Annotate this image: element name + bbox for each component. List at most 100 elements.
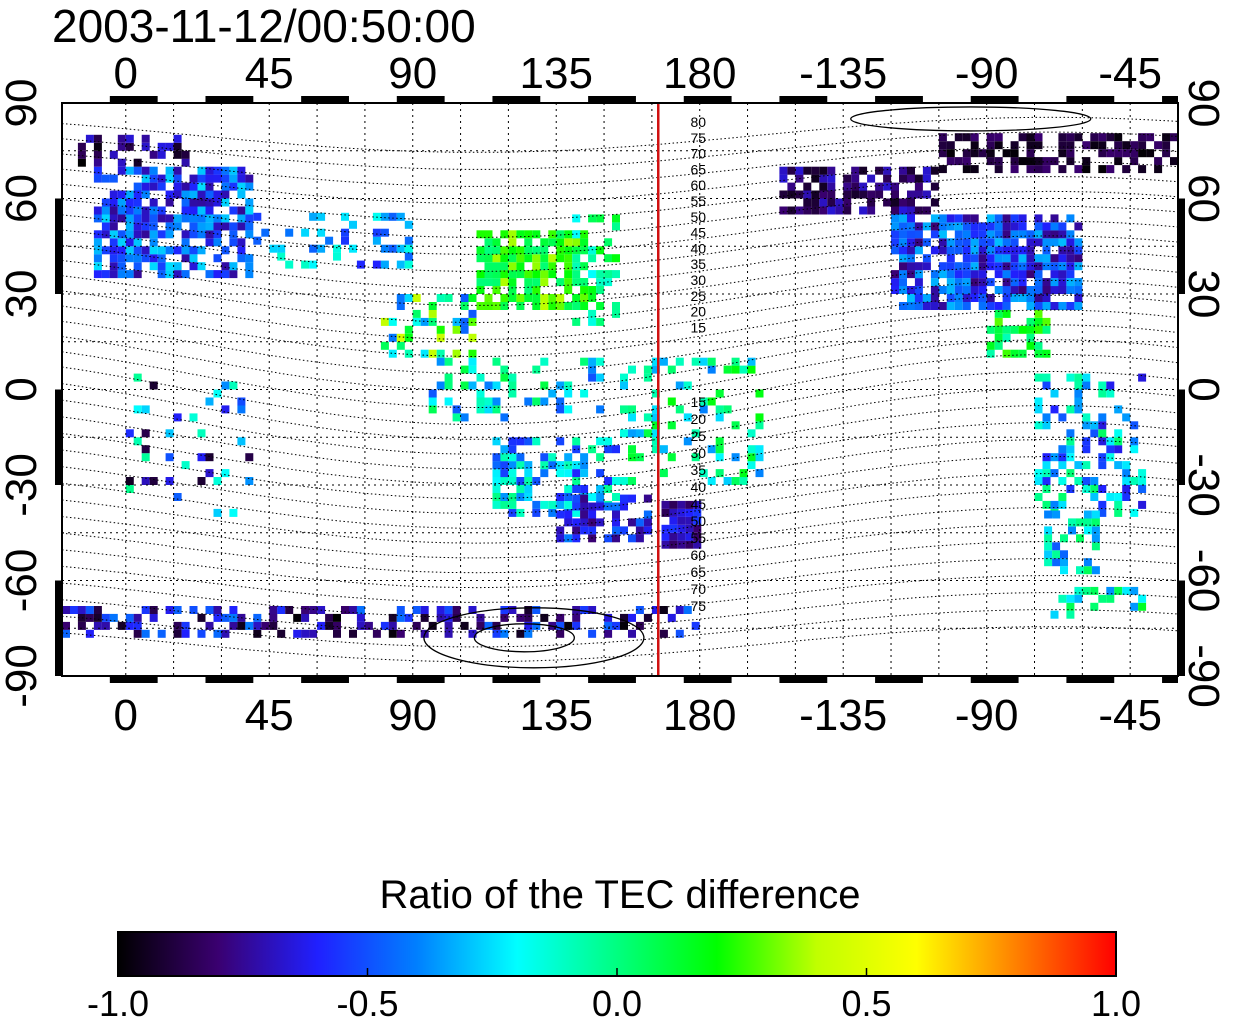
tec-cell bbox=[755, 389, 764, 398]
tec-cell bbox=[572, 518, 581, 527]
tec-cell bbox=[476, 302, 485, 310]
tec-cell bbox=[596, 373, 605, 382]
tec-cell bbox=[628, 534, 636, 543]
tec-cell bbox=[1130, 157, 1139, 166]
tec-cell bbox=[500, 606, 509, 614]
tec-cell bbox=[141, 445, 150, 454]
tec-cell bbox=[1122, 485, 1131, 493]
tec-cell bbox=[580, 286, 589, 294]
tec-cell bbox=[946, 254, 955, 263]
tec-cell bbox=[333, 252, 341, 261]
tec-cell bbox=[1042, 302, 1051, 310]
tec-cell bbox=[356, 613, 365, 622]
tec-cell bbox=[388, 621, 397, 630]
tec-cell bbox=[914, 246, 923, 255]
tec-cell bbox=[1074, 586, 1083, 595]
tec-cell bbox=[101, 206, 110, 215]
contour-line bbox=[61, 370, 1179, 440]
tec-cell bbox=[643, 510, 652, 519]
contour-line bbox=[61, 279, 1179, 341]
tec-cell bbox=[213, 606, 222, 614]
tec-cell bbox=[580, 606, 589, 614]
tec-cell bbox=[1170, 133, 1178, 142]
tec-cell bbox=[93, 262, 102, 271]
tec-cell bbox=[1010, 157, 1019, 166]
tec-cell bbox=[197, 429, 206, 438]
contour-label: 55 bbox=[690, 530, 706, 546]
tec-cell bbox=[693, 516, 702, 525]
tec-cell bbox=[412, 294, 421, 302]
frame-bar bbox=[779, 676, 828, 683]
tec-cell bbox=[1082, 141, 1091, 150]
tec-cell bbox=[1122, 477, 1131, 485]
tec-cell bbox=[245, 214, 254, 223]
tec-cell bbox=[1082, 586, 1091, 595]
tec-cell bbox=[1138, 594, 1147, 603]
frame-bar bbox=[55, 389, 62, 485]
tec-cell bbox=[197, 246, 206, 255]
tec-cell bbox=[994, 341, 1003, 350]
tec-cell bbox=[723, 405, 732, 414]
contour-line bbox=[61, 250, 1179, 306]
x-tick-bottom: 135 bbox=[520, 691, 593, 740]
tec-cell bbox=[149, 254, 158, 263]
tec-cell bbox=[572, 445, 581, 454]
tec-cell bbox=[109, 150, 118, 159]
tec-cell bbox=[907, 214, 915, 223]
tec-cell bbox=[1162, 149, 1171, 158]
tec-cell bbox=[125, 142, 134, 151]
tec-cell bbox=[1074, 594, 1083, 603]
tec-cell bbox=[1042, 469, 1051, 478]
tec-cell bbox=[1154, 141, 1163, 150]
tec-cell bbox=[930, 278, 939, 287]
tec-cell bbox=[572, 278, 581, 287]
tec-cell bbox=[588, 286, 597, 294]
tec-cell bbox=[117, 142, 126, 151]
tec-cell bbox=[564, 453, 573, 462]
tec-cell bbox=[723, 365, 732, 374]
tec-cell bbox=[125, 222, 134, 231]
tec-cell bbox=[524, 278, 533, 287]
tec-cell bbox=[484, 381, 493, 390]
tec-cell bbox=[404, 613, 413, 622]
tec-cell bbox=[572, 246, 581, 255]
tec-cell bbox=[899, 214, 907, 223]
tec-cell bbox=[954, 222, 963, 231]
tec-cell bbox=[253, 621, 262, 630]
frame-bar bbox=[492, 96, 541, 103]
tec-cell bbox=[556, 254, 565, 263]
tec-cell bbox=[986, 246, 995, 255]
tec-cell bbox=[125, 198, 134, 207]
tec-cell bbox=[986, 262, 995, 271]
frame-bar bbox=[1178, 389, 1185, 485]
tec-cell bbox=[484, 278, 493, 287]
tec-cell bbox=[484, 405, 493, 414]
tec-cell bbox=[1162, 133, 1171, 142]
tec-cell bbox=[596, 405, 605, 414]
tec-cell bbox=[572, 526, 581, 535]
tec-cell bbox=[779, 174, 788, 183]
tec-cell bbox=[1114, 157, 1123, 166]
tec-cell bbox=[117, 214, 126, 223]
tec-cell bbox=[101, 621, 110, 630]
tec-cell bbox=[1042, 477, 1051, 485]
tec-cell bbox=[572, 621, 581, 630]
tec-cell bbox=[1114, 445, 1123, 454]
tec-cell bbox=[333, 621, 341, 630]
tec-cell bbox=[978, 149, 987, 158]
x-tick-bottom: 180 bbox=[663, 691, 736, 740]
tec-cell bbox=[661, 524, 670, 533]
tec-cell bbox=[269, 621, 278, 630]
tec-cell bbox=[669, 508, 678, 517]
tec-cell bbox=[540, 500, 549, 509]
tec-cell bbox=[787, 182, 796, 191]
tec-cell bbox=[891, 198, 899, 207]
tec-cell bbox=[1058, 500, 1067, 509]
tec-cell bbox=[596, 214, 605, 223]
tec-cell bbox=[1050, 286, 1059, 294]
tec-cell bbox=[524, 485, 533, 493]
tec-cell bbox=[659, 469, 668, 478]
contour-line bbox=[61, 264, 1179, 324]
tec-cell bbox=[835, 206, 844, 215]
tec-cell bbox=[524, 437, 533, 446]
